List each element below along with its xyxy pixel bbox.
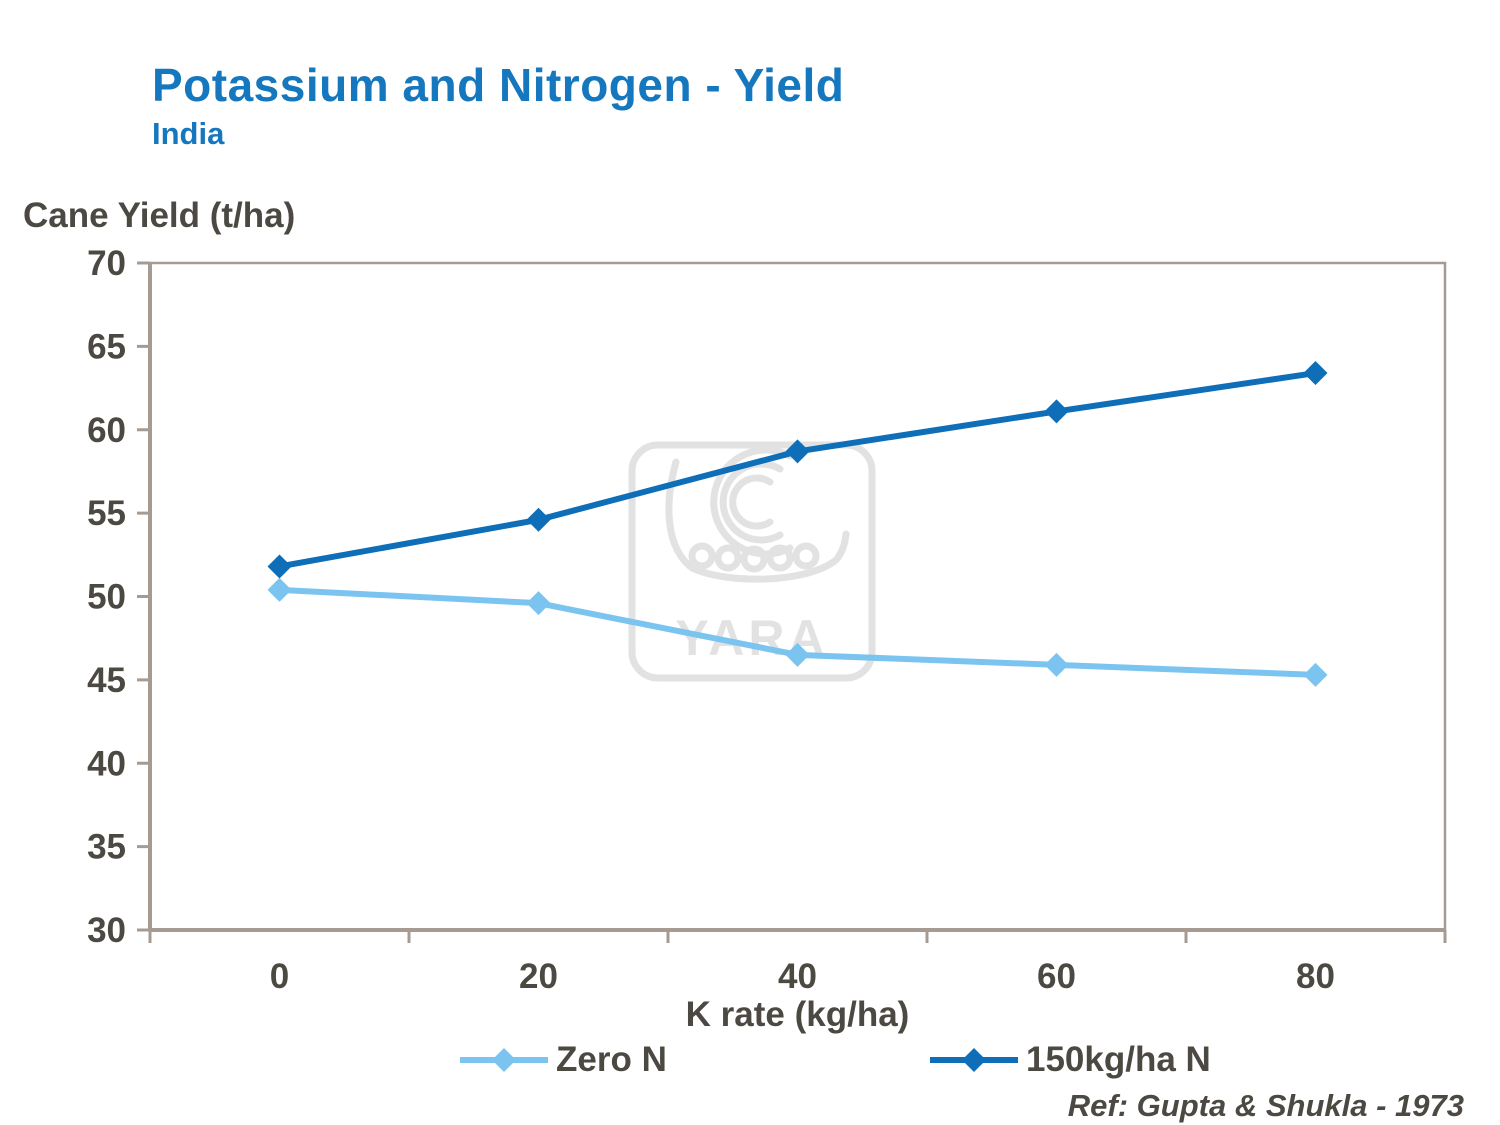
legend-marker-150-n: [930, 1048, 1018, 1072]
x-tick-label: 20: [519, 957, 558, 995]
data-point-marker-0: [785, 642, 810, 667]
y-tick-label: 55: [87, 494, 126, 533]
data-point-marker-1: [785, 439, 810, 464]
y-tick-label: 50: [87, 578, 126, 617]
x-tick-label: 40: [778, 957, 817, 995]
page-subtitle: India: [152, 116, 225, 151]
data-point-marker-1: [1303, 361, 1328, 386]
y-axis-title: Cane Yield (t/ha): [23, 196, 296, 235]
y-tick-label: 65: [87, 327, 126, 366]
x-axis-title: K rate (kg/ha): [685, 995, 910, 1034]
series-line-1: [276, 370, 1319, 570]
legend-label-150-n: 150kg/ha N: [1026, 1040, 1211, 1079]
data-point-marker-0: [1044, 652, 1069, 677]
legend-item-150-n: 150kg/ha N: [928, 1040, 1211, 1080]
reference-citation: Ref: Gupta & Shukla - 1973: [1067, 1088, 1464, 1123]
legend-marker-zero-n: [460, 1048, 548, 1072]
plot-border: [148, 261, 1447, 932]
x-tick-label: 0: [270, 957, 289, 995]
y-tick-label: 35: [87, 828, 126, 867]
y-tick-label: 70: [87, 250, 126, 283]
data-point-marker-0: [267, 577, 292, 602]
legend-item-zero-n: Zero N: [458, 1040, 667, 1080]
legend-label-zero-n: Zero N: [556, 1040, 667, 1079]
chart-area: YARA 30 35 40 45 50 55 60 65 70 0 20 40 60 80: [0, 244, 1500, 996]
y-tick-label: 30: [87, 911, 126, 950]
y-tick-label: 40: [87, 744, 126, 783]
y-tick-label: 45: [87, 661, 126, 700]
x-tick-label: 80: [1296, 957, 1335, 995]
data-point-marker-0: [1303, 662, 1328, 687]
data-point-marker-1: [1044, 399, 1069, 424]
data-point-marker-1: [267, 554, 292, 579]
data-point-marker-0: [526, 591, 551, 616]
data-point-marker-1: [526, 507, 551, 532]
y-tick-label: 60: [87, 411, 126, 450]
x-tick-label: 60: [1037, 957, 1076, 995]
page-title: Potassium and Nitrogen - Yield: [152, 59, 845, 111]
